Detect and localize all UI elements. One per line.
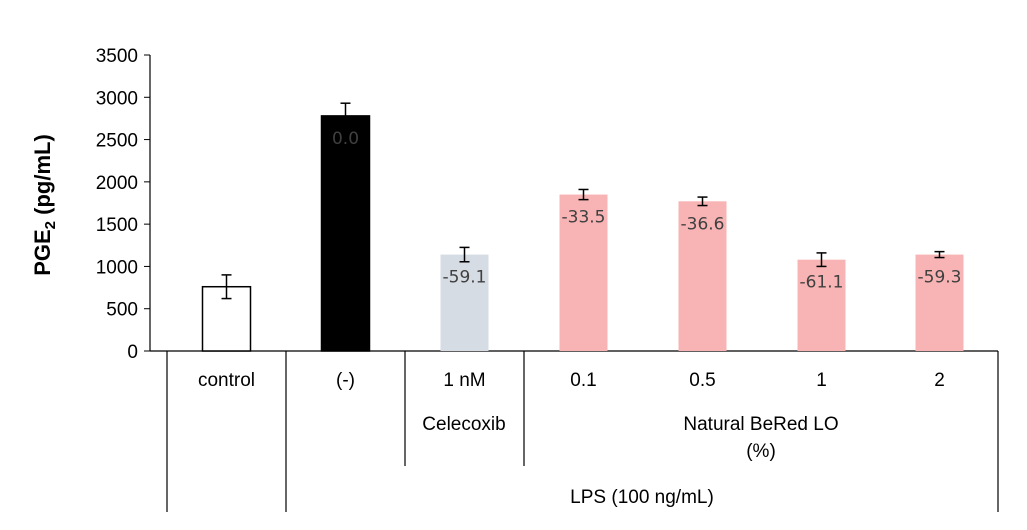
category-label-5: 1 [816, 370, 827, 391]
category-label-3: 0.1 [570, 370, 596, 391]
category-label-0: control [198, 370, 255, 391]
data-label-5: -61.1 [800, 273, 844, 293]
group-label-natural-unit: (%) [746, 441, 776, 462]
data-label-3: -33.5 [562, 208, 606, 228]
bar-4 [678, 201, 727, 351]
y-tick-label: 0 [127, 342, 138, 363]
y-tick-label: 2500 [96, 131, 138, 152]
data-label-2: -59.1 [443, 268, 487, 288]
category-label-2: 1 nM [443, 370, 485, 391]
data-label-1: 0.0 [332, 129, 359, 149]
data-label-4: -36.6 [681, 214, 725, 234]
y-tick-label: 2000 [96, 173, 138, 194]
y-axis-ticks: 0 500 1000 1500 2000 2500 3000 3500 [96, 46, 150, 363]
bar-3 [559, 194, 608, 351]
bar-2 [440, 254, 489, 351]
y-tick-label: 500 [106, 300, 138, 321]
bar-1 [320, 115, 371, 352]
y-tick-label: 3000 [96, 88, 138, 109]
category-label-1: (-) [336, 370, 355, 391]
y-tick-label: 1000 [96, 257, 138, 278]
category-table: control (-) 1 nM 0.1 0.5 1 2 Celecoxib Natural B… [166, 351, 999, 512]
y-axis-title-unit: (pg/mL) [30, 134, 55, 221]
group-label-natural: Natural BeRed LO [683, 414, 838, 435]
group-label-celecoxib: Celecoxib [422, 414, 505, 435]
group-label-lps: LPS (100 ng/mL) [570, 487, 714, 508]
error-bars [221, 102, 945, 300]
category-label-6: 2 [934, 370, 945, 391]
category-label-4: 0.5 [689, 370, 715, 391]
y-axis-title-main: PGE [30, 229, 55, 275]
y-axis-title: PGE2 (pg/mL) [30, 134, 59, 276]
bar-6 [915, 254, 964, 351]
bars [201, 115, 964, 352]
data-label-6: -59.3 [918, 268, 962, 288]
y-tick-label: 1500 [96, 215, 138, 236]
y-axis-title-subscript: 2 [42, 221, 59, 229]
data-labels: 0.0 -59.1 -33.5 -36.6 -61.1 -59.3 [332, 129, 962, 293]
y-tick-label: 3500 [96, 46, 138, 67]
bar-5 [797, 259, 846, 351]
y-axis-label: PGE2 (pg/mL) [30, 134, 59, 276]
